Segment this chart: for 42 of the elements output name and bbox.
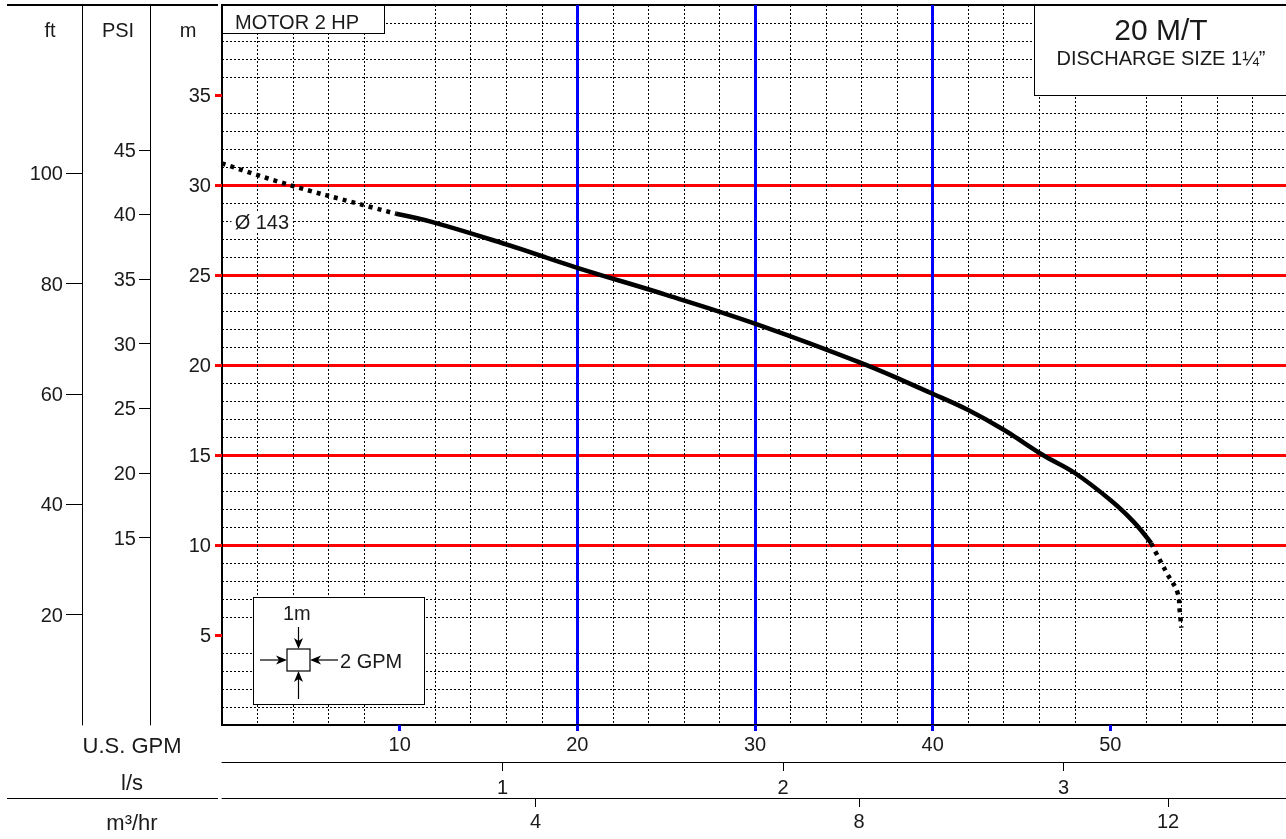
y-tick-label: 5: [199, 624, 211, 646]
y3-axis-title: ft: [44, 19, 56, 41]
x2-tick-label: 1: [496, 776, 509, 798]
chart-title: 20 M/T: [1113, 13, 1209, 46]
x2-axis-title: l/s: [121, 770, 143, 795]
y2-tick-label: 45: [113, 138, 136, 161]
y2-tick-label: 25: [113, 397, 136, 420]
y2-tick-label: 15: [113, 526, 136, 549]
x-tick-label: 10: [388, 733, 411, 755]
annotation: 1m: [283, 602, 311, 624]
y3-tick-label: 80: [40, 272, 63, 295]
y-axis-title: m: [179, 19, 197, 41]
text: m³/hr: [106, 810, 158, 835]
x2-tick-label: 3: [1058, 776, 1070, 798]
y-tick-label: 35: [188, 84, 211, 106]
x-axis-title: U.S. GPM: [82, 733, 182, 758]
x-tick-label: 20: [566, 733, 589, 755]
y-tick-label: 20: [188, 354, 211, 376]
text: 12: [1156, 810, 1180, 832]
text: 8: [853, 810, 865, 832]
annotation: 2 GPM: [340, 650, 403, 672]
x-tick-label: 50: [1099, 733, 1122, 755]
y3-tick-label: 40: [40, 493, 63, 516]
title-box: 20 M/T DISCHARGE SIZE 1¼”: [1034, 5, 1286, 96]
y2-axis-title: PSI: [101, 19, 135, 41]
y-tick-label: 30: [188, 174, 211, 196]
y2-tick-label: 30: [113, 332, 136, 355]
text: 4: [530, 810, 542, 832]
text: Ø 143: [231, 210, 293, 233]
x2-tick-label: 2: [777, 776, 789, 798]
y3-tick-label: 20: [40, 603, 63, 626]
y-tick-label: 25: [188, 264, 211, 286]
y-tick-label: 10: [188, 534, 211, 556]
annotation: MOTOR 2 HP: [235, 11, 360, 33]
y2-tick-label: 40: [113, 203, 136, 226]
y2-tick-label: 35: [113, 268, 136, 291]
x-tick-label: 40: [921, 733, 944, 755]
y-tick-label: 15: [188, 444, 211, 466]
y2-tick-label: 20: [113, 461, 136, 484]
x-tick-label: 30: [743, 733, 767, 755]
y3-tick-label: 100: [29, 162, 63, 185]
y3-tick-label: 60: [40, 382, 63, 405]
